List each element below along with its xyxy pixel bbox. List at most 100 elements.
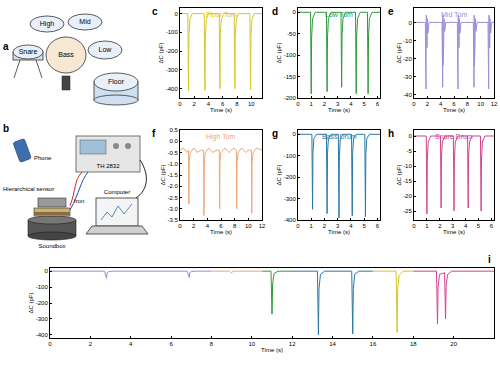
svg-text:10: 10	[248, 341, 255, 347]
svg-text:Hierarchical sensor: Hierarchical sensor	[3, 186, 54, 192]
svg-text:0: 0	[178, 101, 182, 107]
svg-text:a: a	[3, 41, 9, 52]
svg-text:0: 0	[292, 9, 296, 15]
svg-text:ΔC (pF): ΔC (pF)	[396, 164, 402, 185]
svg-text:6: 6	[452, 101, 456, 107]
svg-text:-2.0: -2.0	[167, 183, 178, 189]
svg-text:4: 4	[464, 223, 468, 229]
svg-text:0: 0	[44, 268, 48, 274]
svg-text:ΔC (pF): ΔC (pF)	[396, 42, 402, 63]
svg-text:Bass: Bass	[58, 51, 74, 58]
svg-text:10: 10	[477, 101, 484, 107]
svg-text:-400: -400	[36, 332, 49, 338]
svg-text:0: 0	[412, 223, 416, 229]
svg-text:6: 6	[219, 223, 223, 229]
svg-text:-15: -15	[403, 178, 412, 184]
svg-text:Snare: Snare	[19, 48, 38, 55]
svg-text:ΔC (pF): ΔC (pF)	[276, 164, 282, 185]
svg-text:-40: -40	[403, 92, 412, 98]
svg-text:-3.0: -3.0	[167, 206, 178, 212]
svg-text:-30: -30	[403, 74, 412, 80]
svg-text:ΔC (pF): ΔC (pF)	[158, 42, 164, 63]
svg-text:Iron: Iron	[74, 198, 84, 204]
svg-text:4: 4	[206, 223, 210, 229]
svg-text:e: e	[388, 6, 394, 17]
svg-text:8: 8	[235, 101, 239, 107]
svg-text:1: 1	[425, 223, 429, 229]
svg-text:0: 0	[408, 20, 412, 26]
svg-text:-3.5: -3.5	[167, 217, 178, 223]
svg-text:0.5: 0.5	[169, 127, 178, 133]
svg-text:-200: -200	[284, 95, 297, 101]
svg-text:-100: -100	[36, 284, 49, 290]
svg-text:Floor: Floor	[108, 78, 125, 85]
svg-text:-200: -200	[36, 300, 49, 306]
svg-text:4: 4	[349, 101, 353, 107]
svg-text:Time (s): Time (s)	[443, 229, 465, 235]
svg-text:-100: -100	[284, 153, 297, 159]
svg-text:6: 6	[490, 223, 494, 229]
svg-text:0: 0	[408, 133, 412, 139]
svg-text:1: 1	[310, 223, 314, 229]
svg-text:Low: Low	[99, 46, 113, 53]
svg-text:12: 12	[259, 223, 266, 229]
svg-text:-10: -10	[403, 38, 412, 44]
svg-text:c: c	[152, 6, 158, 17]
svg-text:-1.5: -1.5	[167, 172, 178, 178]
svg-text:TH 2832: TH 2832	[96, 163, 120, 169]
svg-text:Soundbox: Soundbox	[38, 243, 65, 249]
svg-text:2: 2	[323, 101, 327, 107]
svg-text:6: 6	[169, 341, 173, 347]
svg-text:Time (s): Time (s)	[210, 107, 232, 113]
svg-text:0: 0	[296, 223, 300, 229]
svg-text:2: 2	[89, 341, 93, 347]
svg-text:-20: -20	[403, 56, 412, 62]
svg-text:14: 14	[329, 341, 336, 347]
svg-text:d: d	[272, 6, 278, 17]
svg-text:10: 10	[245, 223, 252, 229]
svg-text:Phone: Phone	[34, 155, 52, 161]
svg-text:-300: -300	[36, 316, 49, 322]
svg-text:1: 1	[310, 101, 314, 107]
svg-text:-150: -150	[284, 74, 297, 80]
svg-text:5: 5	[477, 223, 481, 229]
svg-text:-25: -25	[403, 208, 412, 214]
svg-text:2: 2	[192, 223, 196, 229]
svg-text:-200: -200	[284, 174, 297, 180]
svg-text:-2.5: -2.5	[167, 195, 178, 201]
svg-text:12: 12	[289, 341, 296, 347]
svg-text:0: 0	[292, 131, 296, 137]
svg-text:-400: -400	[166, 86, 179, 92]
svg-text:20: 20	[450, 341, 457, 347]
svg-text:h: h	[388, 128, 394, 139]
svg-text:-0.5: -0.5	[167, 150, 178, 156]
svg-text:4: 4	[349, 223, 353, 229]
svg-text:0: 0	[174, 11, 178, 17]
svg-text:3: 3	[336, 223, 340, 229]
svg-text:3: 3	[336, 101, 340, 107]
svg-text:-200: -200	[166, 48, 179, 54]
svg-text:Snare Drum: Snare Drum	[435, 133, 473, 140]
svg-text:Floor Tom: Floor Tom	[206, 11, 237, 18]
svg-text:High Tom: High Tom	[206, 133, 236, 141]
svg-text:Bass Drum: Bass Drum	[322, 133, 357, 140]
svg-text:i: i	[488, 254, 491, 265]
svg-text:5: 5	[362, 223, 366, 229]
svg-text:g: g	[272, 128, 278, 139]
svg-text:10: 10	[248, 101, 255, 107]
svg-text:2: 2	[193, 101, 197, 107]
svg-text:ΔC (pF): ΔC (pF)	[160, 164, 166, 185]
svg-text:-300: -300	[166, 67, 179, 73]
svg-text:-20: -20	[403, 193, 412, 199]
svg-text:16: 16	[370, 341, 377, 347]
svg-text:6: 6	[221, 101, 225, 107]
svg-text:High: High	[40, 20, 55, 28]
svg-text:8: 8	[210, 341, 214, 347]
svg-text:0.0: 0.0	[169, 138, 178, 144]
svg-text:2: 2	[438, 223, 442, 229]
svg-text:18: 18	[410, 341, 417, 347]
svg-text:4: 4	[207, 101, 211, 107]
svg-text:3: 3	[451, 223, 455, 229]
svg-text:12: 12	[491, 101, 498, 107]
svg-text:6: 6	[376, 223, 380, 229]
